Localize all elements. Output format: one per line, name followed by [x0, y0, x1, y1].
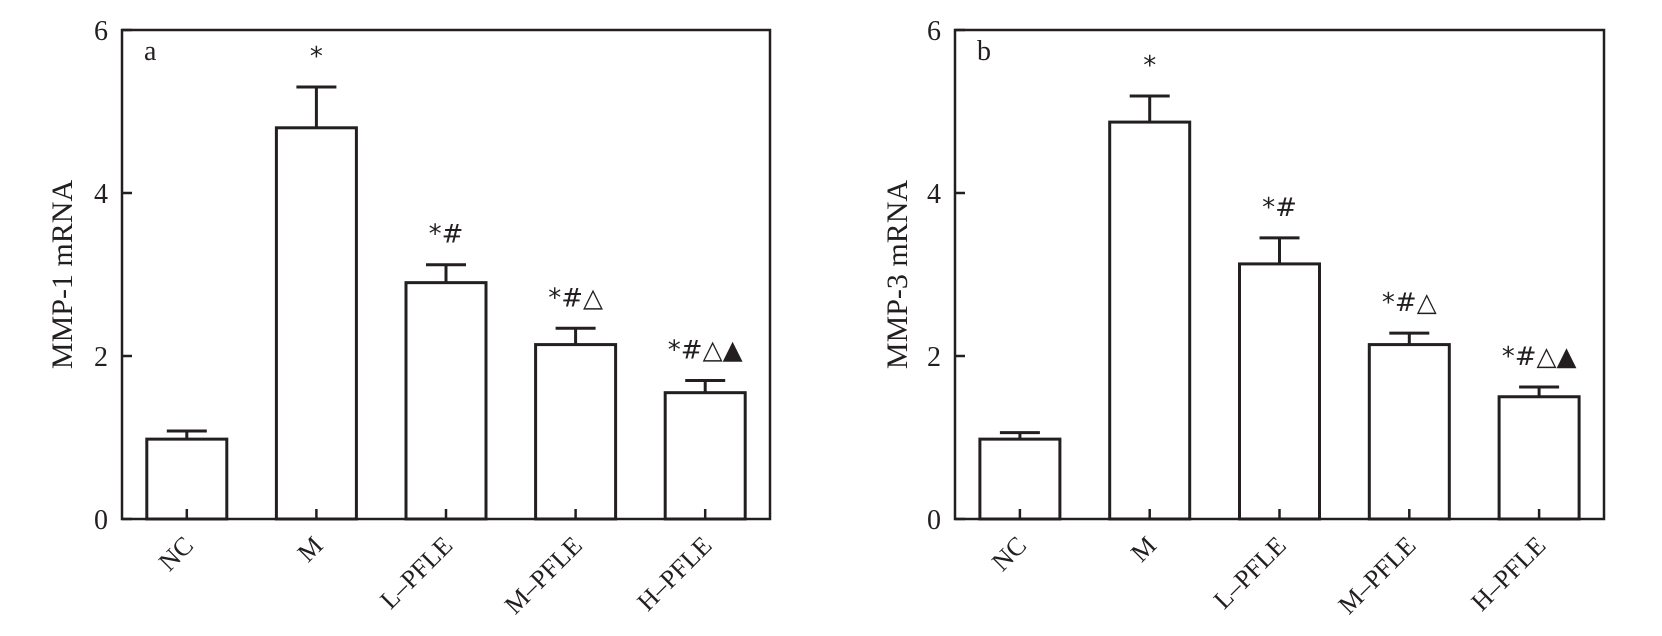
y-axis-label: MMP-1 mRNA: [46, 180, 79, 370]
bar: [978, 437, 1062, 521]
x-tick-label: NC: [986, 531, 1032, 577]
x-tick-label: M: [292, 531, 329, 568]
x-tick-label: NC: [153, 531, 199, 577]
x-tick-label: M–PFLE: [1333, 531, 1422, 620]
bar: [145, 437, 229, 521]
x-tick-label: M: [1125, 531, 1162, 568]
y-tick-label: 6: [94, 16, 108, 47]
y-tick-label: 0: [94, 505, 108, 536]
panel-label: b: [977, 36, 991, 67]
panel-label: a: [144, 36, 157, 67]
bar: [1238, 262, 1321, 521]
bar: [274, 126, 358, 521]
bar: [1497, 395, 1581, 521]
significance-label: *#: [1262, 193, 1297, 223]
y-tick-label: 6: [927, 16, 941, 47]
x-tick-label: L–PFLE: [374, 531, 458, 615]
panel-a: 0 2 4 6 MMP-1 mRNA a NC * M *# L–PFLE *#△ M–PFLE *#△▲…: [46, 16, 772, 620]
y-tick-label: 0: [927, 505, 941, 536]
bar: [1367, 343, 1451, 521]
y-tick-label: 4: [927, 179, 941, 210]
bar: [404, 281, 488, 521]
y-tick-label: 4: [94, 179, 108, 210]
y-axis-label: MMP-3 mRNA: [881, 180, 914, 370]
x-tick-label: H–PFLE: [632, 531, 718, 617]
x-tick-label: H–PFLE: [1465, 531, 1551, 617]
significance-label: *: [1143, 51, 1156, 81]
x-tick-label: M–PFLE: [499, 531, 588, 620]
significance-label: *#△▲: [668, 335, 743, 365]
y-tick-label: 2: [927, 342, 941, 373]
bar: [534, 343, 618, 521]
y-tick-label: 2: [94, 342, 108, 373]
significance-label: *: [310, 42, 323, 72]
panel-b: 0 2 4 6 MMP-3 mRNA b NC * M *# L–PFLE *#△ M–PFLE *#△▲…: [881, 16, 1606, 620]
significance-label: *#△: [548, 283, 603, 313]
bar: [663, 391, 747, 521]
significance-label: *#△▲: [1502, 342, 1577, 372]
bar: [1108, 120, 1192, 521]
significance-label: *#: [429, 220, 464, 250]
significance-label: *#△: [1382, 288, 1437, 318]
x-tick-label: L–PFLE: [1208, 531, 1292, 615]
